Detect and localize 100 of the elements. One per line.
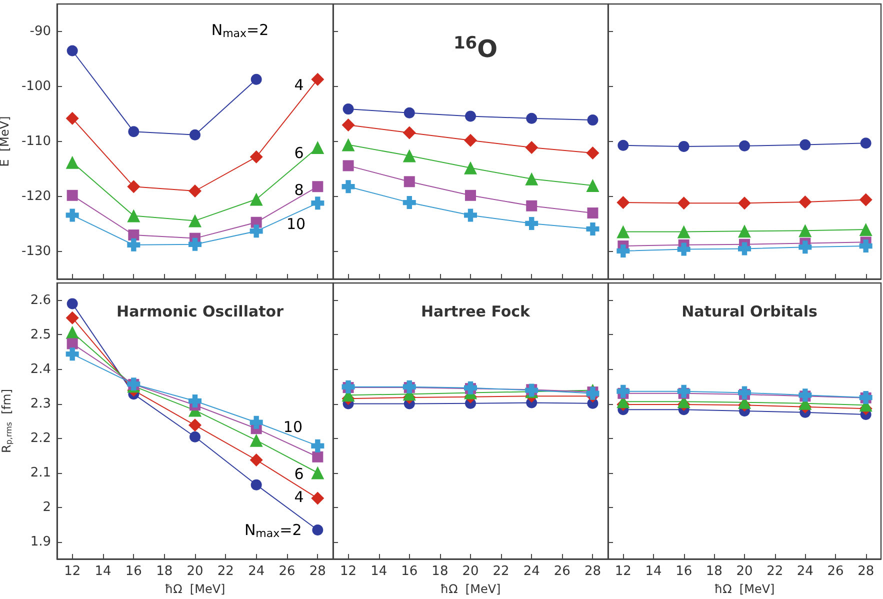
point [526, 200, 538, 212]
y-tick-label: -90 [30, 24, 51, 39]
x-tick-label: 28 [309, 564, 326, 579]
y-tick-label: 2.3 [30, 396, 51, 412]
text: Hartree Fock [420, 302, 532, 320]
point [859, 193, 872, 206]
point [616, 384, 630, 398]
point [465, 110, 476, 122]
point [587, 114, 598, 126]
point [66, 156, 79, 169]
x-tick-label: 24 [248, 564, 265, 579]
point [250, 150, 263, 164]
point [738, 242, 751, 256]
point [800, 139, 811, 150]
point [738, 224, 751, 238]
x-axis-title: ħΩ [MeV] [714, 582, 775, 596]
point [250, 74, 262, 85]
point [311, 141, 324, 154]
x-tick-label: 28 [584, 564, 601, 579]
point [464, 134, 477, 147]
point [250, 453, 263, 466]
point [128, 230, 140, 240]
x-tick-label: 16 [676, 564, 692, 579]
point [66, 311, 79, 324]
point [312, 524, 324, 536]
point [402, 196, 416, 210]
point [66, 112, 79, 125]
x-tick-label: 14 [645, 564, 662, 579]
point [616, 225, 630, 238]
point [188, 238, 202, 251]
point [127, 209, 140, 222]
x-tick-label: 26 [827, 564, 844, 579]
point [250, 434, 263, 447]
point [739, 140, 750, 152]
x-tick-label: 14 [370, 564, 388, 579]
x-tick-label: 22 [217, 564, 234, 579]
annotation: 6 [294, 144, 304, 162]
point [188, 418, 202, 432]
point [738, 386, 751, 400]
point [402, 126, 416, 140]
x-tick-label: 14 [94, 564, 112, 579]
x-tick-label: 20 [186, 564, 204, 579]
y-tick-label: -110 [21, 134, 51, 149]
x-tick-label: 16 [401, 564, 418, 579]
point [859, 240, 872, 252]
point [188, 184, 202, 198]
x-tick-label: 28 [858, 564, 874, 579]
y-tick-label: 2.2 [30, 430, 51, 446]
y-tick-label: -130 [21, 244, 51, 259]
point [66, 338, 78, 350]
annotation: 8 [294, 180, 304, 199]
y-tick-label: 1.9 [30, 534, 51, 550]
annotation: 10 [286, 215, 306, 233]
point [188, 394, 202, 408]
annotation: 10 [283, 418, 303, 436]
point [250, 416, 263, 429]
x-axis-title: ħΩ [MeV] [164, 582, 226, 596]
y-tick-label: 2.6 [30, 292, 51, 308]
point [311, 439, 324, 452]
text: Natural Orbitals [682, 302, 818, 320]
point [587, 208, 598, 218]
text: Harmonic Oscillator [116, 302, 284, 320]
point [66, 326, 79, 339]
point [859, 223, 872, 236]
point [127, 180, 140, 194]
y-tick-label: 2 [42, 500, 51, 515]
point [66, 190, 78, 201]
point [526, 112, 538, 124]
point [190, 129, 200, 140]
x-tick-label: 24 [796, 564, 814, 579]
point [616, 244, 630, 258]
y-tick-label: -100 [21, 79, 51, 94]
point [311, 72, 324, 86]
point [465, 190, 476, 201]
point [402, 149, 416, 162]
point [66, 45, 78, 56]
point [250, 192, 263, 206]
point [677, 196, 690, 210]
point [618, 140, 629, 151]
point [66, 348, 79, 361]
point [798, 196, 812, 208]
x-tick-label: 12 [614, 564, 632, 579]
annotation: 6 [294, 464, 304, 483]
point [66, 298, 78, 310]
point [312, 451, 324, 462]
point [798, 240, 812, 254]
x-tick-label: 26 [278, 564, 296, 579]
point [250, 224, 263, 238]
point [66, 208, 79, 222]
x-tick-label: 22 [492, 564, 510, 579]
y-tick-label: 2.1 [30, 465, 51, 480]
point [586, 222, 600, 236]
annotation: 4 [294, 488, 304, 506]
x-tick-label: 26 [554, 564, 570, 579]
x-tick-label: 18 [706, 564, 722, 579]
point [311, 492, 324, 505]
x-tick-label: 18 [156, 564, 173, 579]
point [342, 104, 354, 115]
point [525, 141, 538, 154]
point [128, 126, 140, 138]
